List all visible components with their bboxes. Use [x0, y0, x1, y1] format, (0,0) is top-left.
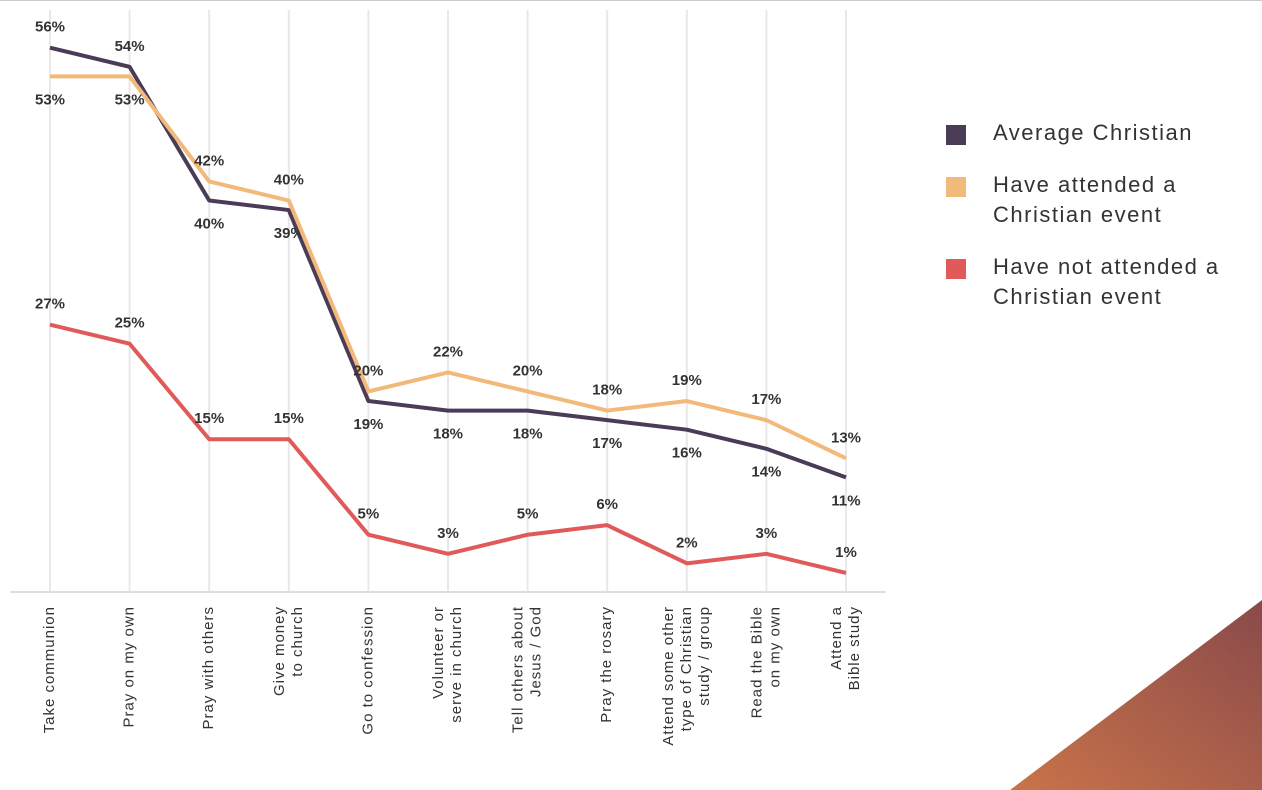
value-label: 15%	[274, 410, 304, 427]
value-label: 18%	[433, 426, 463, 443]
series-line	[49, 45, 847, 480]
legend-item: Have attended a Christian event	[946, 170, 1256, 230]
series-line	[50, 74, 847, 461]
value-label: 5%	[358, 506, 380, 523]
x-tick-label: Pray the rosary	[598, 606, 615, 723]
x-tick-label: Give moneyto church	[271, 606, 306, 696]
value-label: 53%	[115, 91, 145, 108]
value-label: 19%	[672, 372, 702, 389]
legend-swatch	[946, 177, 966, 197]
value-label: 19%	[353, 416, 383, 433]
legend: Average Christian Have attended a Christi…	[946, 118, 1256, 334]
value-label: 3%	[437, 525, 459, 542]
x-tick-label: Attend aBible study	[828, 606, 863, 690]
value-label: 16%	[672, 445, 702, 462]
x-tick-label: Attend some othertype of Christianstudy …	[660, 606, 713, 746]
value-label: 6%	[596, 496, 618, 513]
value-label: 22%	[433, 343, 463, 360]
x-tick-label: Pray with others	[200, 606, 217, 730]
value-label: 40%	[274, 171, 304, 188]
value-label: 17%	[592, 435, 622, 452]
value-label: 27%	[35, 296, 65, 313]
value-label: 14%	[751, 464, 781, 481]
legend-label: Have attended a Christian event	[993, 172, 1177, 227]
value-label: 54%	[115, 38, 145, 55]
value-label: 18%	[592, 382, 622, 399]
value-label: 39%	[274, 225, 304, 242]
legend-item: Have not attended a Christian event	[946, 252, 1256, 312]
value-label: 42%	[194, 152, 224, 169]
value-label: 5%	[517, 506, 539, 523]
legend-label: Average Christian	[993, 120, 1193, 145]
x-tick-label: Go to confession	[359, 606, 376, 735]
legend-label: Have not attended a Christian event	[993, 254, 1220, 309]
series-line	[49, 322, 847, 575]
x-tick-label: Read the Bibleon my own	[748, 606, 783, 718]
value-label: 25%	[115, 315, 145, 332]
value-label: 11%	[831, 492, 860, 509]
x-tick-label: Pray on my own	[121, 606, 138, 728]
value-label: 15%	[194, 410, 224, 427]
x-tick-label: Volunteer orserve in church	[430, 606, 465, 723]
value-label: 1%	[835, 544, 857, 561]
decoration	[1010, 600, 1262, 790]
value-label: 20%	[353, 362, 383, 379]
value-label: 3%	[756, 525, 778, 542]
legend-swatch	[946, 125, 966, 145]
value-label: 18%	[513, 426, 543, 443]
plot: Take communion Pray on my own Pray with ot…	[10, 10, 886, 746]
x-tick-label: Tell others aboutJesus / God	[510, 606, 545, 733]
value-label: 53%	[35, 91, 65, 108]
legend-item: Average Christian	[946, 118, 1256, 148]
value-label: 56%	[35, 19, 65, 36]
value-label: 20%	[513, 362, 543, 379]
legend-swatch	[946, 259, 966, 279]
value-label: 13%	[831, 429, 861, 446]
value-label: 17%	[751, 391, 781, 408]
x-tick-label: Take communion	[41, 606, 58, 733]
value-label: 2%	[676, 534, 698, 551]
value-label: 40%	[194, 215, 224, 232]
